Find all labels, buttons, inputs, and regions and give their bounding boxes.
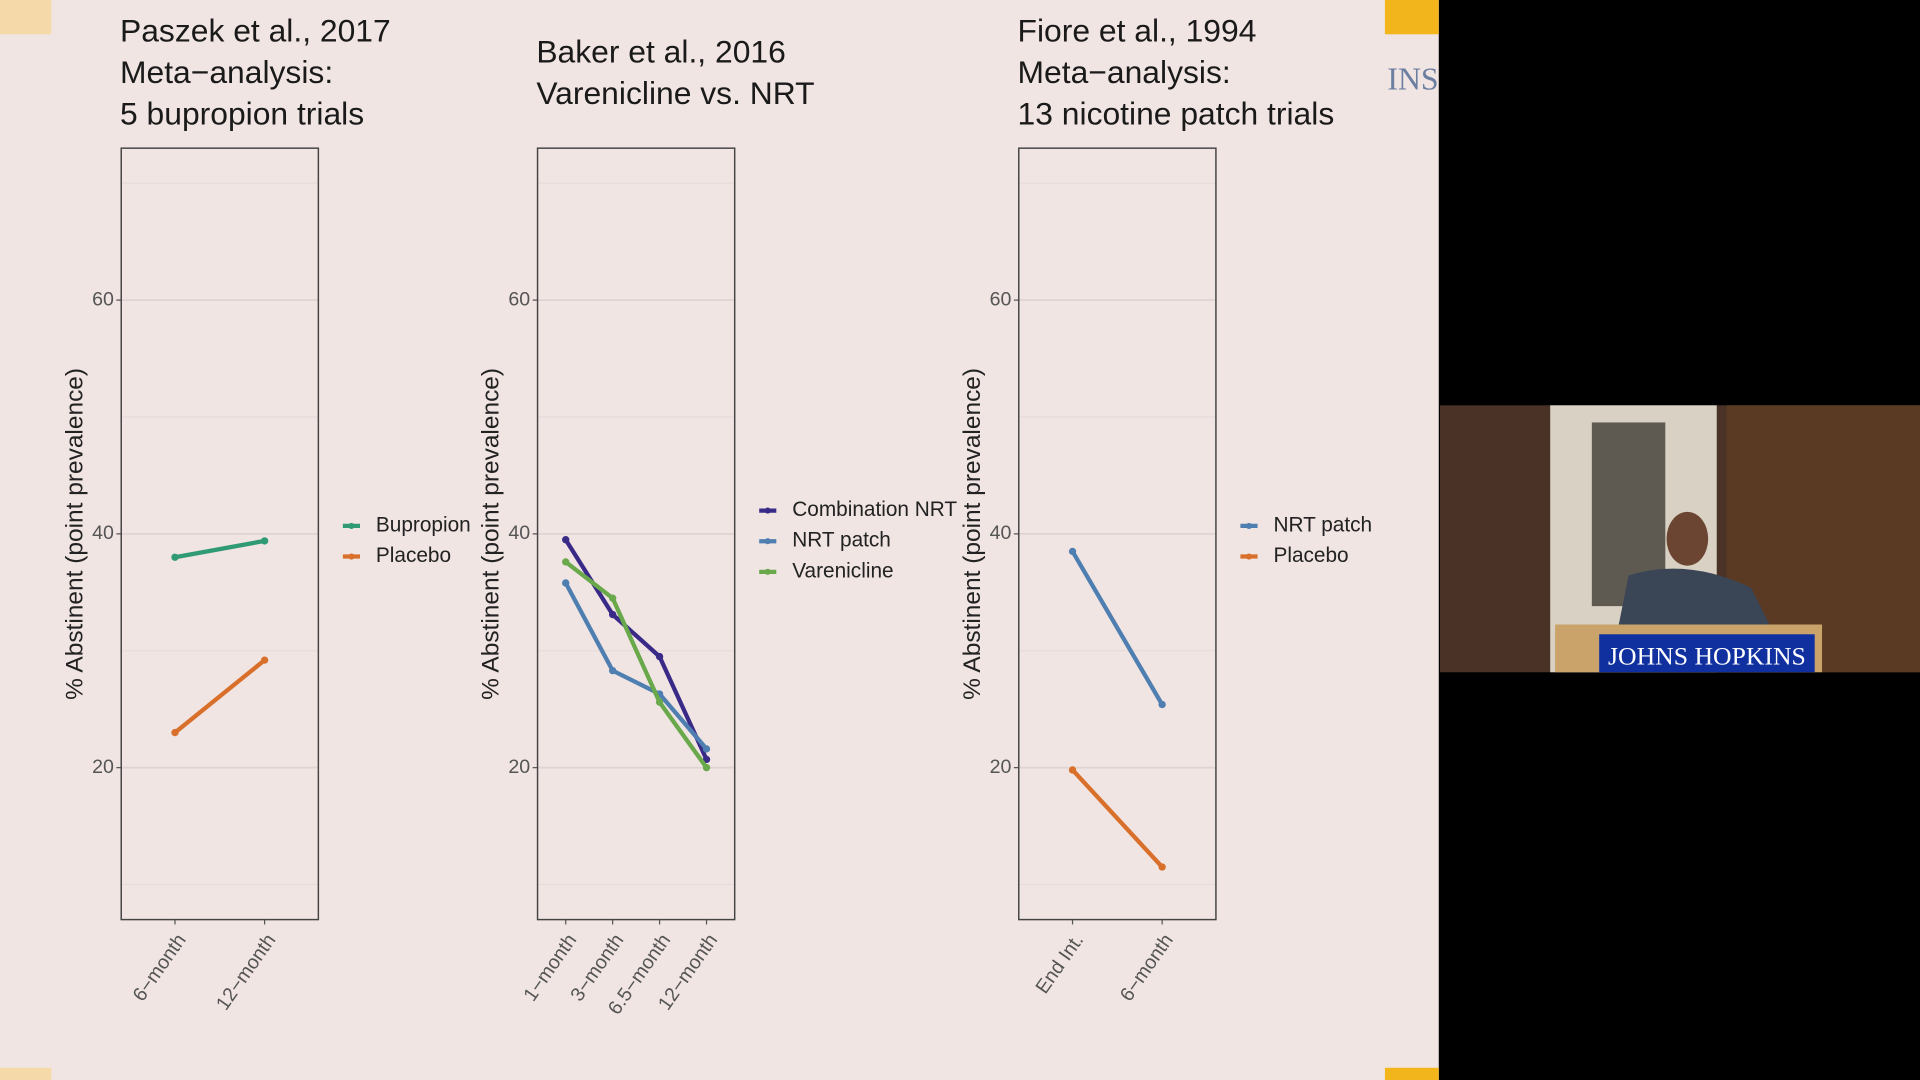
y-tick-label: 40 xyxy=(990,522,1012,544)
data-point xyxy=(1158,700,1166,709)
chart-title: Meta−analysis: xyxy=(120,54,333,90)
data-point xyxy=(608,610,617,619)
data-point xyxy=(702,745,711,753)
series-line xyxy=(1070,550,1165,706)
data-point xyxy=(702,763,711,772)
legend-key-point xyxy=(764,568,771,575)
series-line xyxy=(173,658,266,735)
slide-accent xyxy=(1384,0,1439,35)
plot-border xyxy=(1018,147,1217,921)
y-tick-label: 20 xyxy=(92,756,114,778)
slide-accent xyxy=(1384,1067,1439,1080)
legend-label: Varenicline xyxy=(792,559,893,582)
data-point xyxy=(171,553,179,561)
data-point xyxy=(1158,863,1166,871)
series-line xyxy=(564,560,709,769)
y-tick-label: 60 xyxy=(92,288,114,310)
y-tick-label: 40 xyxy=(92,522,114,544)
legend-key-point xyxy=(348,522,355,529)
plot-border xyxy=(120,147,320,921)
data-point xyxy=(260,656,269,664)
chart-title: Paszek et al., 2017 xyxy=(120,12,391,48)
video-person-head xyxy=(1666,511,1709,566)
data-point xyxy=(702,755,711,764)
chart-title: Meta−analysis: xyxy=(1018,54,1231,90)
plot-border xyxy=(536,147,736,921)
data-point xyxy=(171,728,179,737)
legend-key-point xyxy=(764,507,771,514)
chart: Paszek et al., 2017 Meta−analysis: 5 bupro… xyxy=(61,12,470,1014)
series-line xyxy=(174,538,265,560)
podium-text: JOHNS HOPKINS xyxy=(1608,642,1806,671)
slide-fragment: INS xyxy=(1387,61,1438,96)
chart-title: 5 bupropion trials xyxy=(120,96,364,132)
data-point xyxy=(655,652,664,661)
chart-title: Baker et al., 2016 xyxy=(536,33,785,69)
slide-accent xyxy=(0,1067,52,1080)
video-podium-sign xyxy=(1599,634,1815,673)
legend-label: Combination NRT xyxy=(792,498,957,521)
data-point xyxy=(655,698,664,706)
y-axis-label: % Abstinent (point prevalence) xyxy=(959,368,986,700)
data-point xyxy=(608,594,617,602)
video-person-body xyxy=(1616,568,1776,637)
series-line xyxy=(1070,768,1164,869)
legend-key-point xyxy=(764,538,771,545)
y-tick-label: 40 xyxy=(508,522,530,544)
chart-title: Fiore et al., 1994 xyxy=(1018,12,1257,48)
y-tick-label: 20 xyxy=(508,756,530,778)
legend-label: Bupropion xyxy=(376,513,471,536)
series-line xyxy=(563,581,709,751)
legend-key-point xyxy=(1245,553,1253,560)
y-tick-label: 60 xyxy=(990,288,1012,310)
data-point xyxy=(608,666,617,675)
data-point xyxy=(562,558,570,566)
legend-label: Placebo xyxy=(1273,544,1348,567)
data-point xyxy=(562,536,570,544)
slide-accent xyxy=(0,0,52,35)
data-point xyxy=(1068,766,1077,774)
data-point xyxy=(260,537,269,545)
y-tick-label: 20 xyxy=(990,756,1012,778)
legend-key-point xyxy=(348,553,355,560)
legend-label: NRT patch xyxy=(1273,513,1372,536)
data-point xyxy=(1068,547,1077,556)
slide xyxy=(0,0,1439,1080)
legend-key-point xyxy=(1245,522,1253,529)
chart-title: 13 nicotine patch trials xyxy=(1018,96,1335,132)
speaker-video: JOHNS HOPKINS xyxy=(1440,405,1920,673)
legend-label: NRT patch xyxy=(792,529,891,552)
chart-title: Varenicline vs. NRT xyxy=(536,75,814,111)
data-point xyxy=(562,579,570,587)
y-axis-label: % Abstinent (point prevalence) xyxy=(478,368,505,700)
y-axis-label: % Abstinent (point prevalence) xyxy=(61,368,88,700)
series-line xyxy=(563,538,709,761)
legend-label: Placebo xyxy=(376,544,451,567)
y-tick-label: 60 xyxy=(508,288,530,310)
